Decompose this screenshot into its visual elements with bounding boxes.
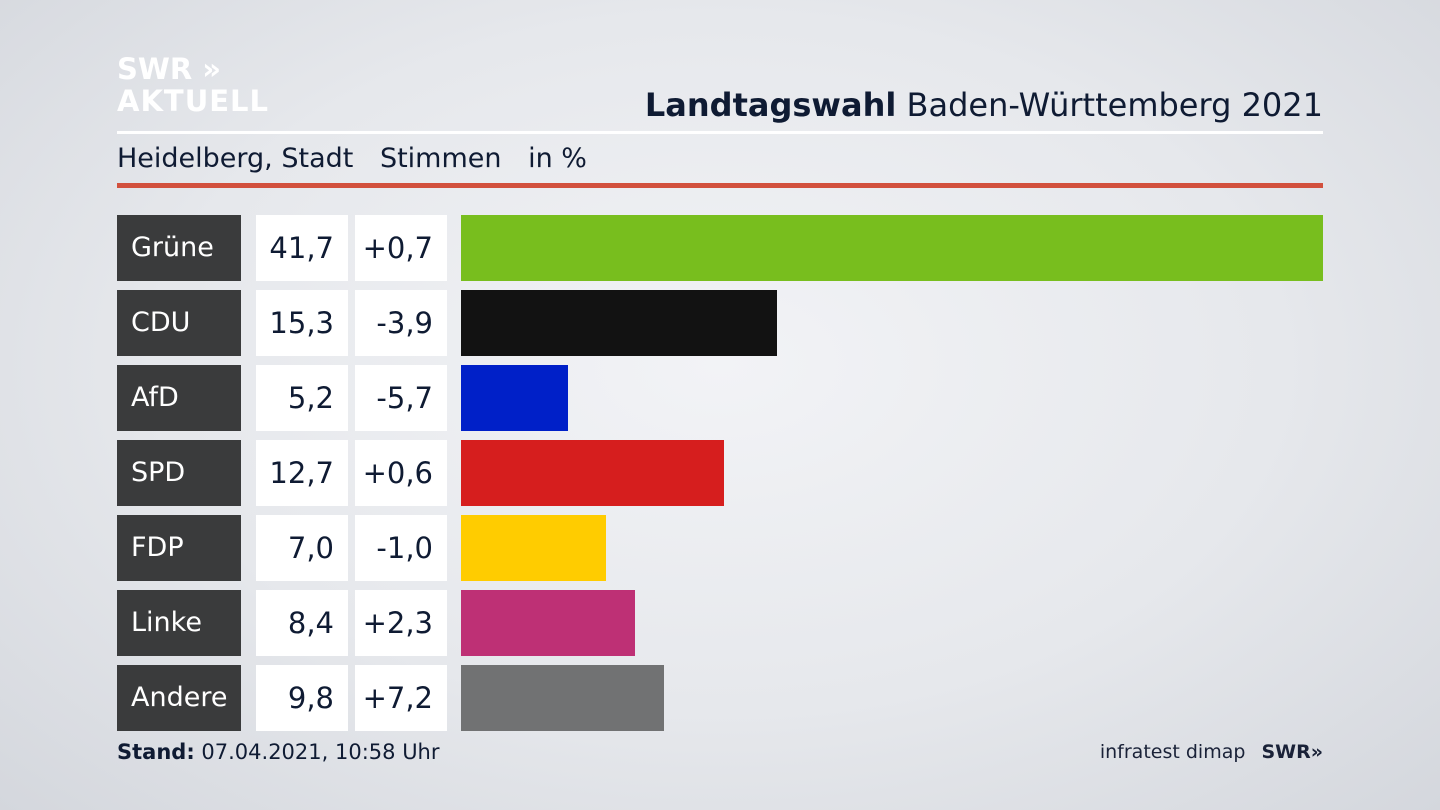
vote-share-bar <box>461 515 606 581</box>
party-label: AfD <box>117 365 241 431</box>
vote-change-value: +0,6 <box>355 440 447 506</box>
source-credit: infratest dimap SWR» <box>1100 741 1323 763</box>
party-row: AfD 5,2 -5,7 <box>117 365 1323 431</box>
party-label: FDP <box>117 515 241 581</box>
measure-label: Stimmen <box>379 143 502 174</box>
vote-change-value: -1,0 <box>355 515 447 581</box>
stand-value: 07.04.2021, 10:58 Uhr <box>201 740 440 764</box>
vote-share-bar <box>461 440 724 506</box>
party-row: Grüne 41,7 +0,7 <box>117 215 1323 281</box>
vote-share-bar <box>461 665 664 731</box>
region-label: Heidelberg, Stadt <box>117 143 354 174</box>
party-row: Linke 8,4 +2,3 <box>117 590 1323 656</box>
party-row: CDU 15,3 -3,9 <box>117 290 1323 356</box>
party-label: Grüne <box>117 215 241 281</box>
vote-change-value: +7,2 <box>355 665 447 731</box>
subtitle-divider <box>117 183 1323 188</box>
party-label: Linke <box>117 590 241 656</box>
vote-share-value: 8,4 <box>256 590 348 656</box>
title-divider <box>117 131 1323 134</box>
results-bar-chart: Grüne 41,7 +0,7 CDU 15,3 -3,9 AfD 5,2 -5,7 SPD 12,… <box>117 215 1323 731</box>
vote-share-bar <box>461 590 635 656</box>
timestamp: Stand: 07.04.2021, 10:58 Uhr <box>117 740 440 764</box>
vote-share-value: 41,7 <box>256 215 348 281</box>
chart-subtitle: Heidelberg, Stadt Stimmen in % <box>117 143 605 174</box>
title-bold: Landtagswahl <box>644 86 897 124</box>
stand-label: Stand: <box>117 740 195 764</box>
vote-share-value: 7,0 <box>256 515 348 581</box>
chart-title: Landtagswahl Baden-Württemberg 2021 <box>645 86 1323 124</box>
party-label: Andere <box>117 665 241 731</box>
vote-change-value: +0,7 <box>355 215 447 281</box>
vote-change-value: +2,3 <box>355 590 447 656</box>
vote-share-value: 5,2 <box>256 365 348 431</box>
vote-share-value: 15,3 <box>256 290 348 356</box>
vote-share-bar <box>461 215 1323 281</box>
logo-line-2: AKTUELL <box>117 84 270 118</box>
party-label: CDU <box>117 290 241 356</box>
vote-share-bar <box>461 365 568 431</box>
source-label: infratest dimap <box>1099 741 1246 763</box>
party-row: FDP 7,0 -1,0 <box>117 515 1323 581</box>
title-rest: Baden-Württemberg 2021 <box>906 86 1324 124</box>
vote-change-value: -3,9 <box>355 290 447 356</box>
vote-share-value: 12,7 <box>256 440 348 506</box>
vote-share-bar <box>461 290 777 356</box>
unit-label: in % <box>528 143 587 174</box>
vote-share-value: 9,8 <box>256 665 348 731</box>
party-label: SPD <box>117 440 241 506</box>
vote-change-value: -5,7 <box>355 365 447 431</box>
party-row: SPD 12,7 +0,6 <box>117 440 1323 506</box>
logo-line-1: SWR » <box>117 52 222 86</box>
swr-brand-logo: SWR» <box>1261 741 1323 763</box>
swr-aktuell-logo: SWR » AKTUELL <box>117 53 269 117</box>
party-row: Andere 9,8 +7,2 <box>117 665 1323 731</box>
